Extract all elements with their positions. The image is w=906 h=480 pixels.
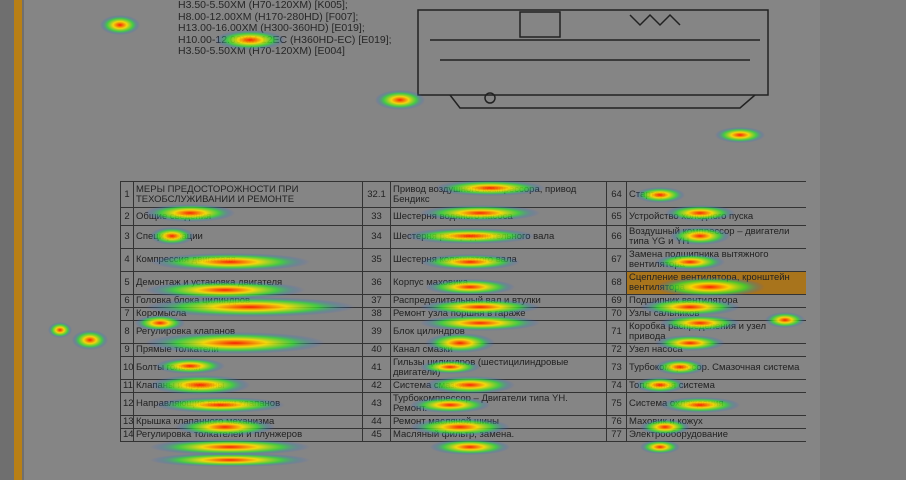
- heat-blob: [660, 397, 740, 413]
- heat-blob: [435, 180, 545, 196]
- heat-blob: [375, 90, 425, 110]
- heat-blob: [655, 335, 725, 351]
- heat-blob: [215, 30, 285, 50]
- heat-blob: [665, 205, 735, 221]
- heat-blob: [420, 360, 480, 374]
- heat-blob: [145, 332, 325, 354]
- heat-blob: [155, 358, 225, 374]
- heat-blob: [420, 254, 520, 270]
- heat-blob: [765, 312, 805, 328]
- cell-number: 45: [362, 428, 391, 442]
- heat-blob: [425, 279, 515, 295]
- heat-blob: [640, 440, 680, 454]
- heat-blob: [405, 228, 535, 244]
- model-line: H3.50-5.50XM (H70-120XM) [K005];: [178, 0, 348, 11]
- side-bar: [14, 0, 22, 480]
- heat-blob: [670, 227, 730, 245]
- heat-blob: [425, 333, 495, 353]
- heat-blob: [150, 439, 310, 455]
- cell-number: 34: [362, 225, 391, 249]
- heat-blob: [100, 15, 140, 35]
- heat-blob: [150, 253, 310, 271]
- heat-blob: [655, 359, 705, 375]
- heat-blob: [145, 204, 235, 222]
- heat-blob: [72, 330, 108, 350]
- heat-blob: [48, 322, 72, 338]
- heat-blob: [145, 281, 305, 299]
- heat-blob: [410, 418, 510, 436]
- heat-blob: [145, 297, 355, 317]
- heat-blob: [150, 375, 250, 395]
- heat-blob: [640, 298, 740, 316]
- model-line: H13.00-16.00XM (H300-360HD) [E019];: [178, 22, 365, 34]
- cell-number: 14: [120, 428, 134, 442]
- heat-blob: [635, 187, 685, 203]
- heat-blob: [660, 315, 740, 331]
- model-line: H8.00-12.00XM (H170-280HD) [F007];: [178, 10, 359, 23]
- heat-blob: [150, 453, 310, 467]
- heat-blob: [420, 315, 540, 331]
- heat-blob: [135, 315, 185, 331]
- heat-blob: [635, 377, 685, 393]
- heat-blob: [655, 254, 725, 270]
- right-margin: [820, 0, 906, 480]
- heat-blob: [410, 397, 490, 413]
- cell-number: 41: [362, 356, 391, 380]
- heat-blob: [420, 205, 540, 221]
- heat-blob: [155, 397, 285, 413]
- heat-blob: [175, 418, 275, 436]
- heat-blob: [150, 227, 194, 245]
- model-line: H3.50-5.50XM (H70-120XM) [E004]: [178, 45, 345, 57]
- heat-blob: [640, 419, 690, 435]
- heat-blob: [430, 439, 510, 455]
- heat-blob: [715, 127, 765, 143]
- cell-number: 32.1: [362, 181, 391, 208]
- cell-number: 36: [362, 271, 391, 295]
- heat-blob: [655, 277, 765, 297]
- heat-blob: [420, 299, 540, 315]
- heat-blob: [425, 376, 515, 394]
